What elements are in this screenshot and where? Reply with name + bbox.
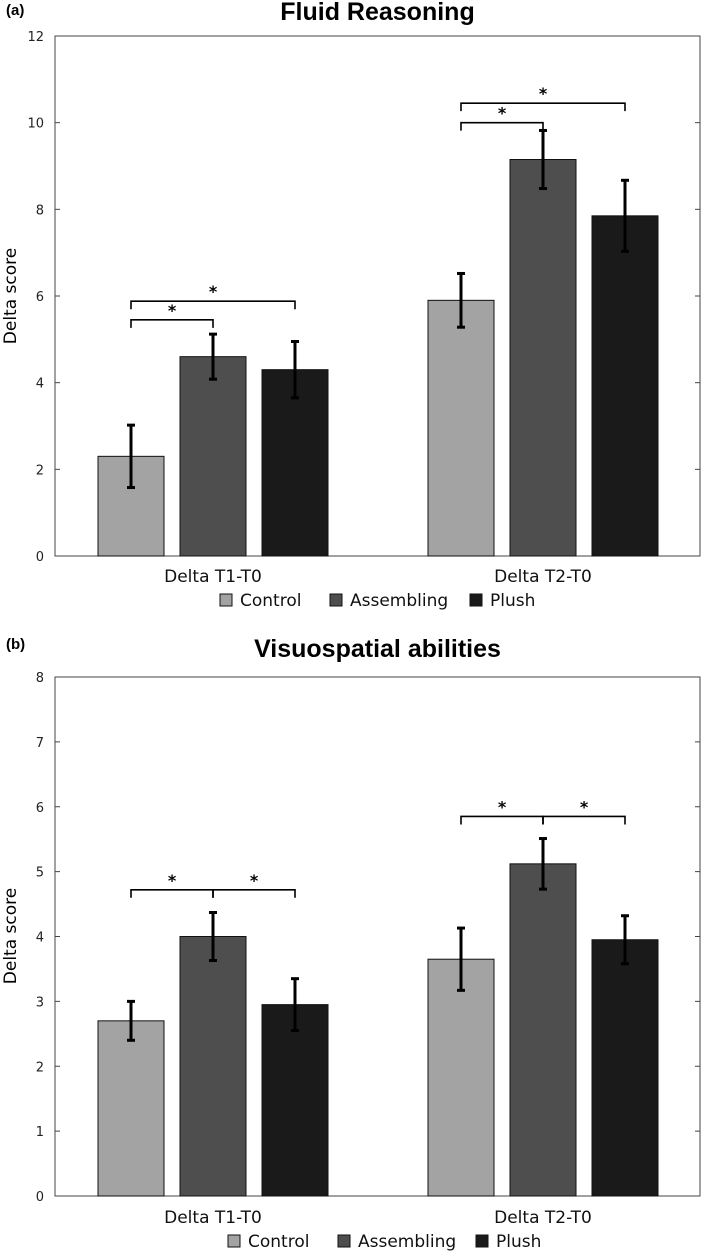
y-tick-label-a: 12 <box>27 30 44 45</box>
y-tick-label-b: 6 <box>36 801 44 816</box>
y-tick-label-a: 10 <box>27 117 44 132</box>
significance-star-a-4: * <box>539 84 548 103</box>
bar-b-assembling-1 <box>179 936 247 1197</box>
significance-bracket-b-2 <box>212 888 296 898</box>
y-tick-label-b: 4 <box>36 931 44 946</box>
significance-star-a-2: * <box>209 282 218 301</box>
y-tick-label-a: 6 <box>36 290 44 305</box>
y-tick-label-b: 7 <box>36 736 44 751</box>
bar-b-plush-1 <box>261 1004 329 1197</box>
bar-a-assembling-2 <box>509 159 577 557</box>
y-tick-label-a: 4 <box>36 377 44 392</box>
significance-bracket-b-3 <box>460 815 544 825</box>
y-tick-label-b: 2 <box>36 1060 44 1075</box>
panel-label-b: (b) <box>6 636 25 653</box>
significance-star-b-2: * <box>250 871 259 890</box>
significance-bracket-a-1 <box>130 319 214 328</box>
legend-swatch-a-plush <box>469 593 483 607</box>
category-label-a: Delta T1-T0 <box>164 567 262 587</box>
significance-star-b-1: * <box>168 871 177 890</box>
legend-swatch-b-plush <box>475 1234 489 1248</box>
significance-star-a-3: * <box>498 104 507 123</box>
significance-star-b-4: * <box>580 797 589 816</box>
y-tick-label-b: 0 <box>36 1190 44 1205</box>
bar-b-control-2 <box>427 958 495 1197</box>
panel-label-a: (a) <box>6 2 24 19</box>
y-tick-label-b: 1 <box>36 1125 44 1140</box>
bar-a-control-2 <box>427 299 495 557</box>
significance-bracket-b-1 <box>130 888 214 898</box>
visuospatial-abilities-chart: (b) Visuospatial abilities 0 1 2 3 4 5 6 7 8 Delta … <box>1 635 701 1252</box>
y-tick-label-a: 2 <box>36 463 44 478</box>
category-label-b: Delta T2-T0 <box>494 1208 592 1228</box>
legend-swatch-a-assembling <box>329 593 343 607</box>
legend-swatch-b-control <box>227 1234 241 1248</box>
category-label-a: Delta T2-T0 <box>494 567 592 587</box>
y-tick-label-b: 8 <box>36 671 44 686</box>
legend-label-b-assembling: Assembling <box>358 1232 456 1252</box>
significance-bracket-a-3 <box>460 121 544 131</box>
significance-bracket-b-4 <box>542 815 626 825</box>
y-tick-label-b: 3 <box>36 995 44 1010</box>
y-tick-label-b: 5 <box>36 866 44 881</box>
category-label-b: Delta T1-T0 <box>164 1208 262 1228</box>
legend-label-b-plush: Plush <box>496 1232 541 1252</box>
bar-b-assembling-2 <box>509 863 577 1197</box>
bar-a-assembling-1 <box>179 356 247 557</box>
y-axis-label-a: Delta score <box>1 248 21 344</box>
y-tick-label-a: 8 <box>36 203 44 218</box>
legend-swatch-b-assembling <box>337 1234 351 1248</box>
bar-b-plush-2 <box>591 939 659 1197</box>
bar-a-plush-1 <box>261 369 329 557</box>
significance-star-b-3: * <box>498 797 507 816</box>
y-tick-label-a: 0 <box>36 550 44 565</box>
legend-label-a-assembling: Assembling <box>350 591 448 611</box>
legend-label-a-plush: Plush <box>490 591 535 611</box>
chart-title-b: Visuospatial abilities <box>254 635 501 663</box>
chart-title-a: Fluid Reasoning <box>280 0 474 26</box>
y-axis-label-b: Delta score <box>1 888 21 984</box>
legend-label-b-control: Control <box>248 1232 309 1252</box>
significance-star-a-1: * <box>168 301 177 320</box>
bar-a-plush-2 <box>591 215 659 557</box>
fluid-reasoning-chart: (a) Fluid Reasoning 0 2 4 6 8 10 12 Delta score De… <box>1 0 701 611</box>
significance-bracket-a-2 <box>130 300 296 310</box>
legend-label-a-control: Control <box>240 591 301 611</box>
bar-b-control-1 <box>97 1020 165 1197</box>
significance-bracket-a-4 <box>460 102 626 112</box>
legend-swatch-a-control <box>219 593 233 607</box>
